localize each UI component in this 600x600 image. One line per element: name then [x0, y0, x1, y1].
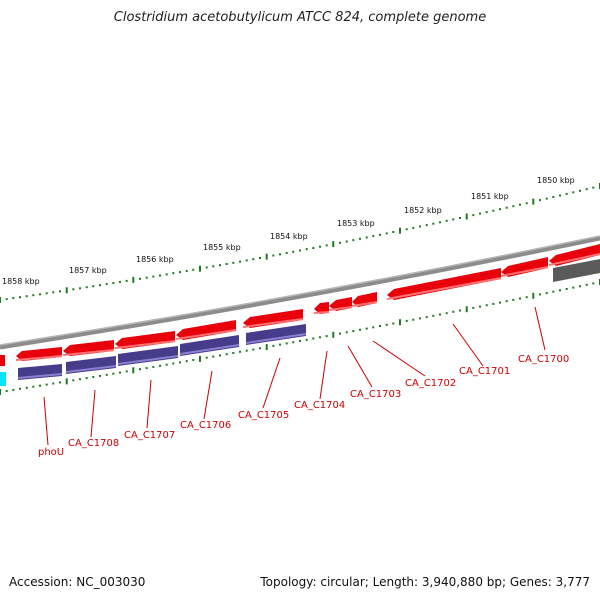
genome-backbone-highlight	[0, 235, 600, 346]
topology-label: Topology: circular; Length: 3,940,880 bp…	[260, 575, 590, 589]
inner-ticks	[0, 279, 600, 395]
gene-arrow-ca-c1706-strand[interactable]	[115, 331, 175, 349]
genome-backbone	[0, 235, 600, 350]
kbp-label-1857: 1857 kbp	[69, 266, 107, 275]
kbp-label-1858: 1858 kbp	[2, 277, 40, 286]
reverse-gene-highlight	[17, 333, 307, 379]
kbp-label-1854: 1854 kbp	[270, 232, 308, 241]
map-title: Clostridium acetobutylicum ATCC 824, com…	[113, 10, 487, 25]
gene-arrow-ca-c1699-strand[interactable]	[501, 257, 548, 277]
gene-label-ca-c1708[interactable]: CA_C1708	[68, 438, 119, 449]
forward-gene-shadow	[15, 253, 600, 361]
gene-label-ca-c1707[interactable]: CA_C1707	[124, 430, 175, 441]
kbp-labels: 1850 kbp 1851 kbp 1852 kbp 1853 kbp 1854…	[2, 176, 575, 286]
kbp-label-1850: 1850 kbp	[537, 176, 575, 185]
gene-label-ca-c1701[interactable]: CA_C1701	[459, 366, 510, 377]
gene-label-ca-c1706[interactable]: CA_C1706	[180, 420, 231, 431]
gene-arrow-edge-left[interactable]	[0, 355, 5, 366]
gene-label-ca-c1702[interactable]: CA_C1702	[405, 378, 456, 389]
gene-label-ca-c1700[interactable]: CA_C1700	[518, 354, 569, 365]
gene-cyan[interactable]	[0, 372, 6, 386]
kbp-label-1856: 1856 kbp	[136, 255, 174, 264]
kbp-label-1855: 1855 kbp	[203, 243, 241, 252]
gene-labels: CA_C1700 CA_C1701 CA_C1702 CA_C1703 CA_C…	[38, 354, 569, 458]
gene-arrow-ca-c1700-strand[interactable]	[387, 268, 501, 300]
forward-strand-genes	[0, 244, 600, 366]
accession-label: Accession: NC_003030	[9, 575, 146, 589]
reverse-strand-genes	[17, 324, 307, 380]
gene-arrow-ca-c1705-strand[interactable]	[176, 320, 236, 340]
outer-kbp-ticks	[0, 183, 600, 303]
kbp-label-1851: 1851 kbp	[471, 192, 509, 201]
gene-label-ca-c1703[interactable]: CA_C1703	[350, 389, 401, 400]
gene-arrow-ca-c1703-strand[interactable]	[314, 302, 329, 314]
kbp-label-1852: 1852 kbp	[404, 206, 442, 215]
gene-gray[interactable]	[553, 259, 600, 282]
kbp-label-1853: 1853 kbp	[337, 219, 375, 228]
gene-label-phou[interactable]: phoU	[38, 447, 64, 458]
gene-label-ca-c1704[interactable]: CA_C1704	[294, 400, 345, 411]
gene-arrow-ca-c1704-strand[interactable]	[243, 309, 303, 328]
gene-label-leaders	[43, 306, 546, 446]
gene-label-ca-c1705[interactable]: CA_C1705	[238, 410, 289, 421]
gene-arrow-ca-c1698-strand[interactable]	[549, 244, 600, 266]
